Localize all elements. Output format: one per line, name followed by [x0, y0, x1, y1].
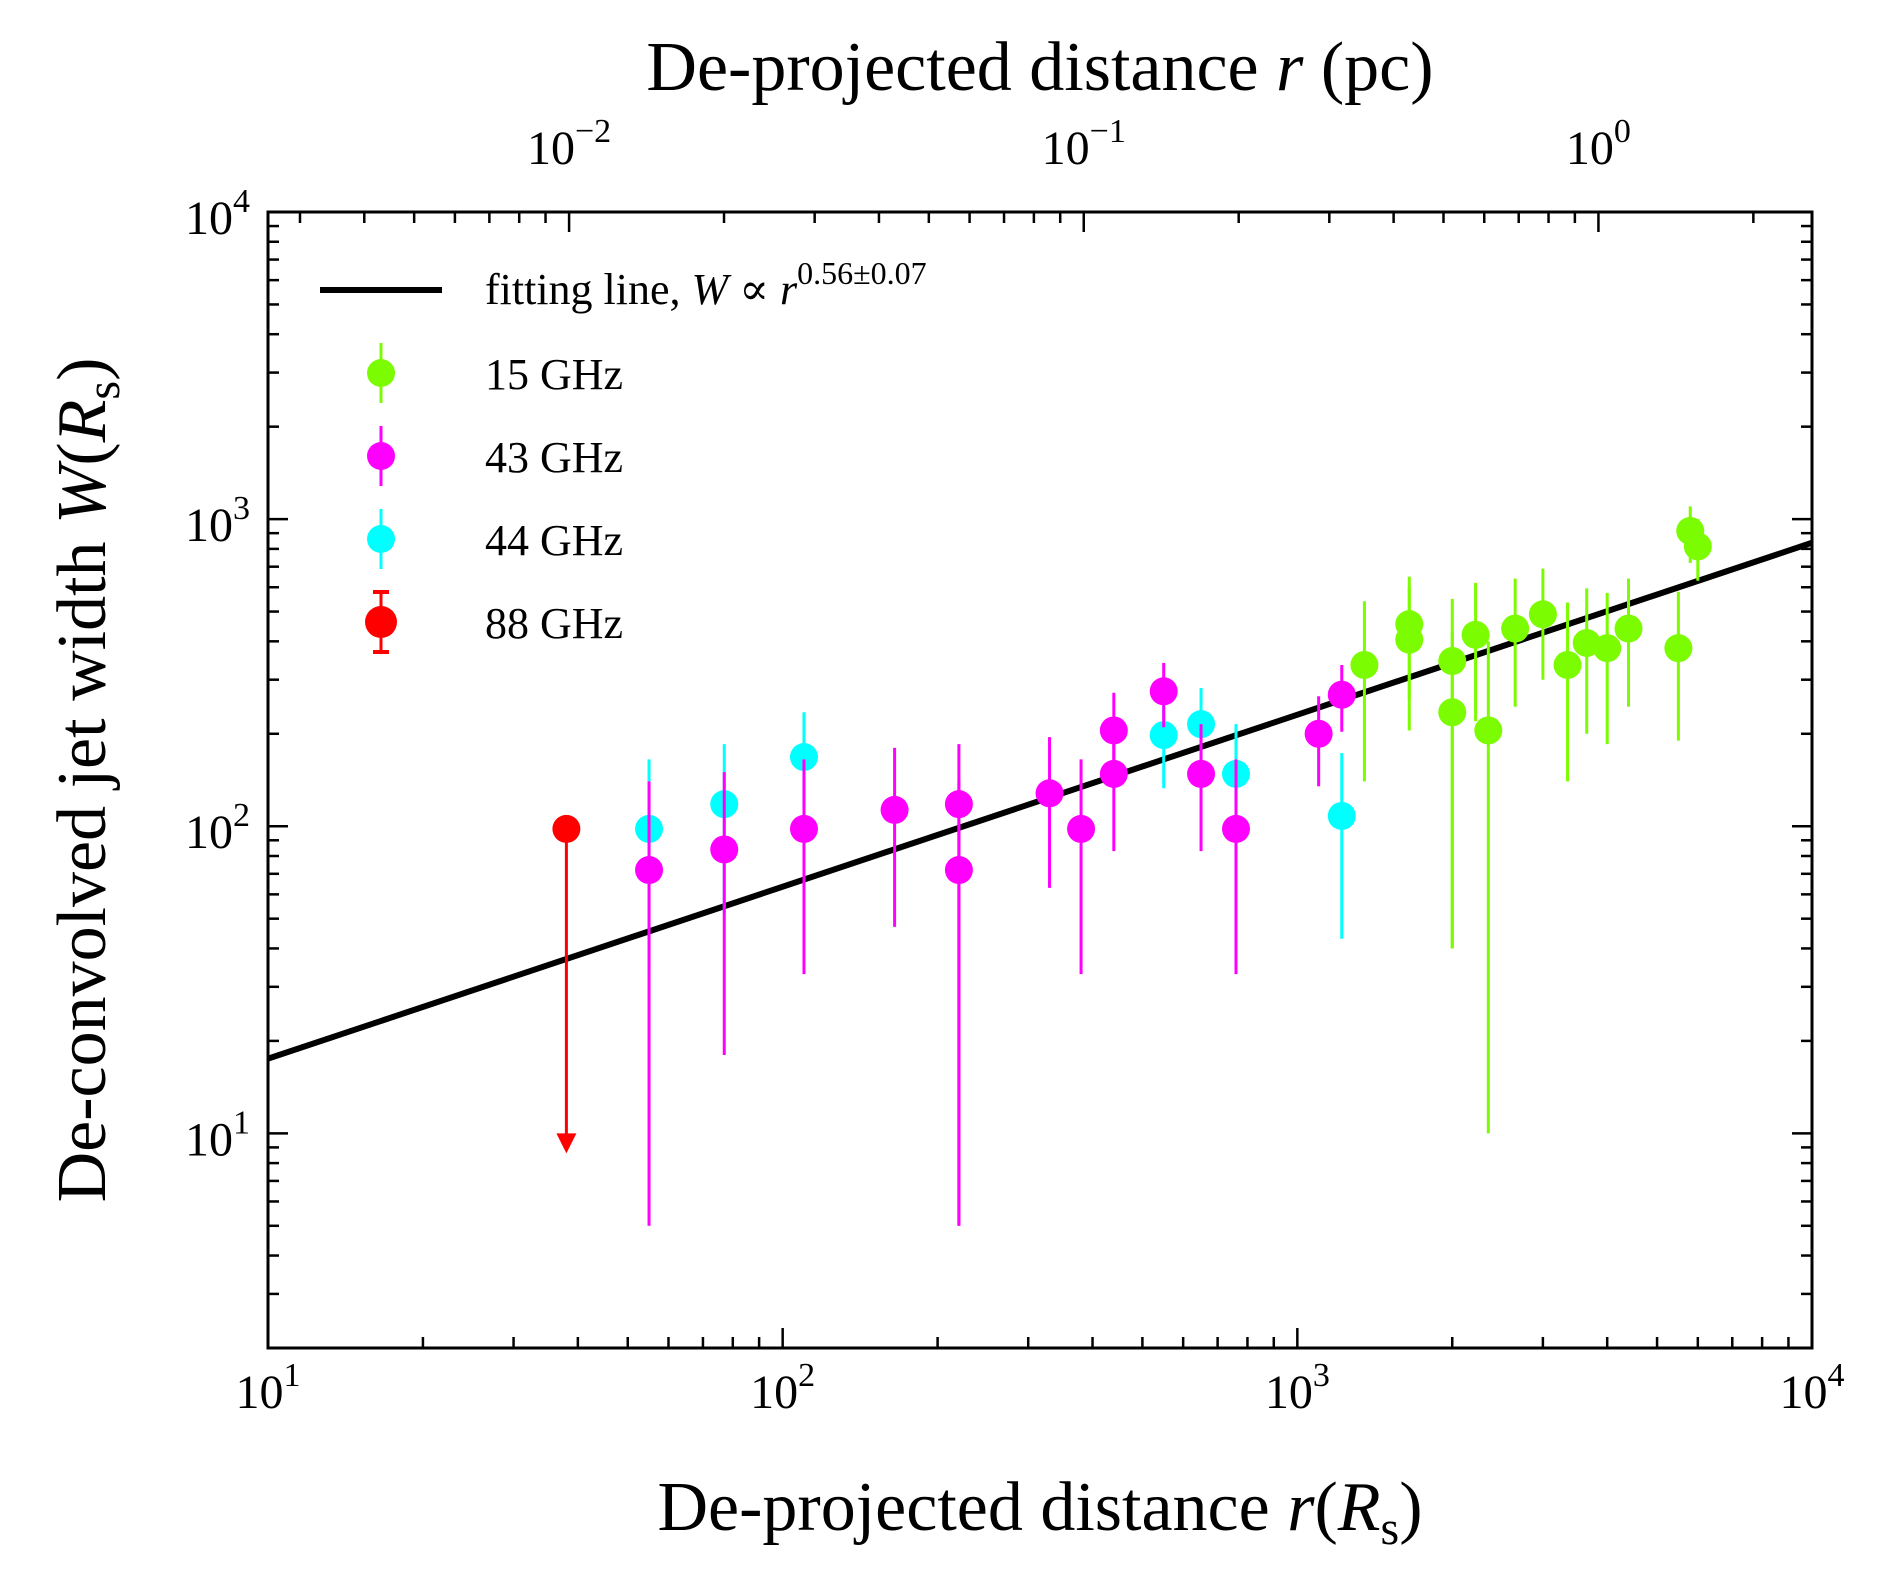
series-43-ghz-point — [1327, 680, 1356, 709]
legend: fitting line, W ∝ r0.56±0.07 15 GHz 43 GHz… — [320, 255, 927, 654]
legend-44-ghz-label: 44 GHz — [485, 516, 623, 565]
series-88-ghz-point — [552, 814, 581, 843]
series-43-ghz-point — [1099, 759, 1128, 788]
series-15-ghz-point — [1350, 650, 1379, 679]
series-15-ghz-point — [1664, 634, 1693, 663]
x-axis-title: De-projected distance r(Rs) — [657, 1469, 1422, 1555]
upper-limit-arrow — [556, 1133, 577, 1154]
series-15-ghz-point — [1501, 614, 1530, 643]
legend-fit-label: fitting line, W ∝ r0.56±0.07 — [485, 255, 927, 314]
series-43-ghz-point — [710, 835, 739, 864]
legend-43-ghz-marker — [367, 442, 395, 470]
series-15-ghz-point — [1395, 625, 1424, 654]
series-43-ghz-point — [1187, 759, 1216, 788]
top-tick-label: 10−2 — [527, 113, 611, 175]
top-axis-title: De-projected distance r (pc) — [646, 29, 1433, 106]
legend-44-ghz-marker — [367, 525, 395, 553]
data-points — [552, 506, 1712, 1226]
x-tick-label: 103 — [1265, 1357, 1330, 1419]
x-tick-label: 104 — [1780, 1357, 1845, 1419]
series-44-ghz-point — [1149, 721, 1178, 750]
series-15-ghz-point — [1553, 650, 1582, 679]
legend-15-ghz-label: 15 GHz — [485, 350, 623, 399]
x-tick-label: 101 — [236, 1357, 301, 1419]
top-tick-label: 100 — [1566, 113, 1631, 175]
series-15-ghz-point — [1474, 716, 1503, 745]
series-15-ghz-point — [1528, 600, 1557, 629]
legend-15-ghz-marker — [367, 359, 395, 387]
series-43-ghz-point — [1035, 779, 1064, 808]
top-tick-label: 10−1 — [1042, 113, 1126, 175]
series-43-ghz-point — [789, 814, 818, 843]
series-15-ghz-point — [1593, 634, 1622, 663]
y-tick-label: 104 — [185, 183, 250, 245]
legend-88-ghz-marker — [365, 606, 397, 638]
series-43-ghz-point — [880, 795, 909, 824]
series-43-ghz-point — [1221, 814, 1250, 843]
y-tick-label: 101 — [185, 1104, 250, 1166]
legend-43-ghz-label: 43 GHz — [485, 433, 623, 482]
series-43-ghz-point — [944, 856, 973, 885]
plot-frame — [266, 210, 1814, 1350]
series-43-ghz-point — [635, 856, 664, 885]
series-44-ghz-point — [789, 743, 818, 772]
series-15-ghz-point — [1461, 620, 1490, 649]
series-43-ghz-point — [1149, 677, 1178, 706]
series-43-ghz-point — [1304, 719, 1333, 748]
legend-88-ghz-label: 88 GHz — [485, 599, 623, 648]
series-15-ghz-point — [1614, 614, 1643, 643]
y-axis-title: De-convolved jet width W(Rs) — [44, 358, 130, 1203]
series-15-ghz-point — [1683, 532, 1712, 561]
y-tick-label: 103 — [185, 490, 250, 552]
x-tick-label: 102 — [750, 1357, 815, 1419]
plot-area — [268, 506, 1812, 1226]
y-tick-label: 102 — [185, 797, 250, 859]
series-44-ghz-point — [1327, 801, 1356, 830]
series-43-ghz-point — [1067, 814, 1096, 843]
series-15-ghz-point — [1438, 698, 1467, 727]
tick-labels: 101 102 103 104 10−2 10−1 100 101 102 103 104 — [185, 113, 1845, 1419]
tick-marks — [266, 210, 1814, 1350]
